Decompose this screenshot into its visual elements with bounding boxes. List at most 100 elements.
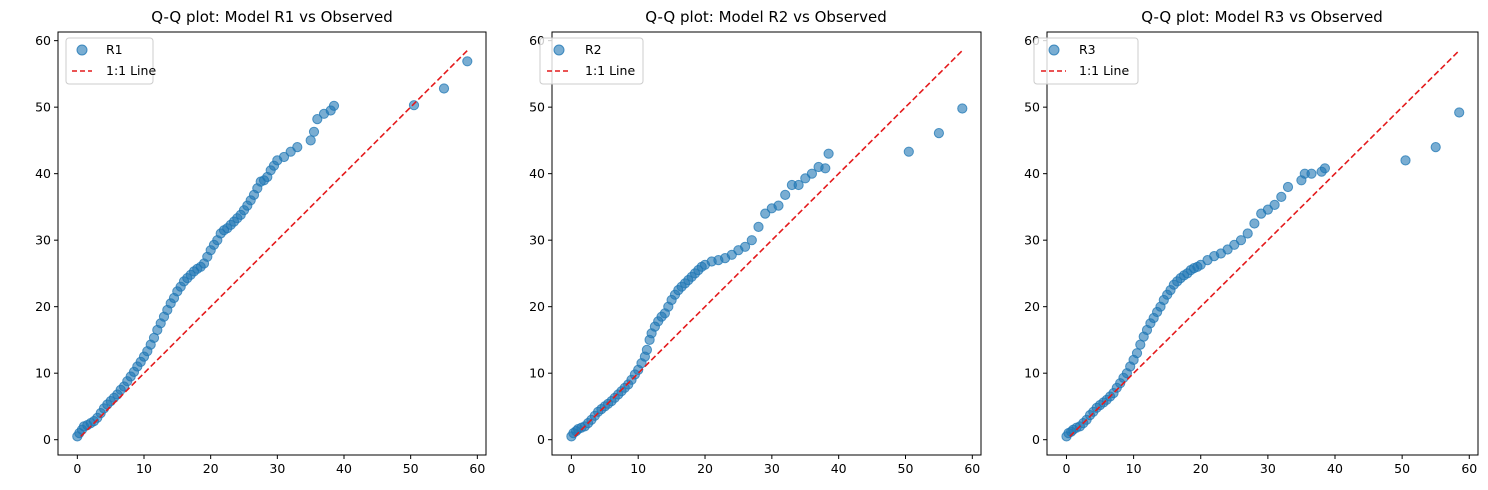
data-point (1276, 191, 1287, 202)
legend-box (539, 37, 644, 85)
data-point (823, 148, 834, 159)
y-tick-label: 30 (529, 233, 545, 248)
data-point (933, 128, 945, 139)
x-tick-label: 10 (630, 461, 646, 476)
qq-panel-r2: Q-Q plot: Model R2 vs Observed 0 10 20 30 40… (529, 8, 982, 476)
legend-box (1033, 37, 1139, 85)
x-axis: 0 10 20 30 40 50 60 (73, 455, 485, 476)
data-point (746, 235, 757, 246)
data-point (903, 146, 914, 157)
data-point (1131, 348, 1143, 359)
data-point (780, 189, 791, 200)
y-tick-label: 40 (35, 166, 51, 181)
x-tick-label: 40 (1327, 461, 1343, 476)
plot-area (566, 50, 968, 442)
panel-title: Q-Q plot: Model R1 vs Observed (151, 8, 393, 26)
y-tick-label: 60 (35, 33, 51, 48)
data-point (408, 100, 420, 111)
data-point (773, 200, 784, 211)
y-tick-label: 0 (1032, 432, 1040, 447)
legend-label-points: R3 (1079, 42, 1096, 57)
legend: R2 1:1 Line (539, 37, 644, 85)
y-tick-label: 0 (537, 432, 545, 447)
x-tick-label: 50 (898, 461, 914, 476)
data-point (1430, 142, 1441, 153)
data-point (308, 126, 320, 137)
data-point (740, 241, 751, 252)
legend-marker-points (1048, 44, 1060, 56)
reference-line-1to1 (574, 50, 963, 437)
data-point (806, 168, 818, 179)
data-point (820, 163, 831, 174)
data-point (328, 100, 340, 111)
x-tick-label: 30 (1260, 461, 1276, 476)
data-point (1319, 163, 1331, 174)
reference-line-1to1 (1069, 50, 1460, 437)
x-tick-label: 0 (1062, 461, 1070, 476)
data-point (753, 221, 764, 232)
y-tick-label: 10 (35, 366, 51, 381)
data-point (1235, 235, 1247, 246)
qq-panel-r1: Q-Q plot: Model R1 vs Observed 0 10 20 30 40… (35, 8, 487, 476)
x-tick-label: 50 (1394, 461, 1410, 476)
x-tick-label: 60 (1461, 461, 1477, 476)
data-point (1282, 181, 1294, 193)
data-point (1249, 218, 1260, 229)
legend-label-points: R1 (106, 42, 123, 57)
reference-line-1to1 (80, 50, 468, 437)
y-tick-label: 30 (35, 233, 51, 248)
y-tick-label: 0 (43, 432, 51, 447)
y-tick-label: 10 (529, 366, 545, 381)
y-tick-label: 40 (1024, 166, 1040, 181)
x-tick-label: 20 (697, 461, 713, 476)
y-tick-label: 50 (1024, 100, 1040, 115)
legend-label-ref: 1:1 Line (106, 63, 156, 78)
plot-area (72, 50, 473, 442)
y-tick-label: 40 (529, 166, 545, 181)
y-tick-label: 50 (35, 100, 51, 115)
x-axis: 0 10 20 30 40 50 60 (1062, 455, 1477, 476)
data-point (1269, 199, 1280, 210)
x-tick-label: 50 (403, 461, 419, 476)
x-tick-label: 30 (764, 461, 780, 476)
axes-frame (551, 31, 982, 456)
x-tick-label: 60 (469, 461, 485, 476)
data-point (278, 151, 290, 163)
plot-area (1061, 50, 1465, 442)
y-tick-label: 30 (1024, 233, 1040, 248)
y-tick-label: 20 (1024, 299, 1040, 314)
x-tick-label: 10 (1126, 461, 1142, 476)
legend-marker-points (76, 44, 88, 56)
data-point (438, 83, 450, 94)
y-tick-label: 10 (1024, 366, 1040, 381)
data-point (793, 179, 804, 191)
x-tick-label: 60 (964, 461, 980, 476)
x-tick-label: 0 (73, 461, 81, 476)
data-point (1454, 107, 1465, 118)
data-point (957, 103, 968, 114)
y-tick-label: 20 (35, 299, 51, 314)
x-tick-label: 20 (203, 461, 219, 476)
x-tick-label: 0 (567, 461, 575, 476)
axes-frame (1046, 31, 1479, 456)
x-tick-label: 30 (269, 461, 285, 476)
qq-panel-r3: Q-Q plot: Model R3 vs Observed 0 10 20 30 40… (1024, 8, 1479, 476)
data-point (462, 56, 473, 67)
axes-frame (57, 31, 487, 456)
data-point (641, 344, 653, 355)
data-point (305, 135, 316, 146)
legend: R3 1:1 Line (1033, 37, 1139, 85)
legend: R1 1:1 Line (65, 37, 156, 85)
x-tick-label: 20 (1193, 461, 1209, 476)
panel-title: Q-Q plot: Model R2 vs Observed (645, 8, 887, 26)
data-point (1400, 155, 1411, 166)
x-tick-label: 10 (136, 461, 152, 476)
data-point (1242, 228, 1253, 239)
panel-title: Q-Q plot: Model R3 vs Observed (1141, 8, 1383, 26)
data-point (1306, 168, 1317, 179)
x-tick-label: 40 (831, 461, 847, 476)
legend-box (65, 37, 154, 85)
y-tick-label: 50 (529, 100, 545, 115)
